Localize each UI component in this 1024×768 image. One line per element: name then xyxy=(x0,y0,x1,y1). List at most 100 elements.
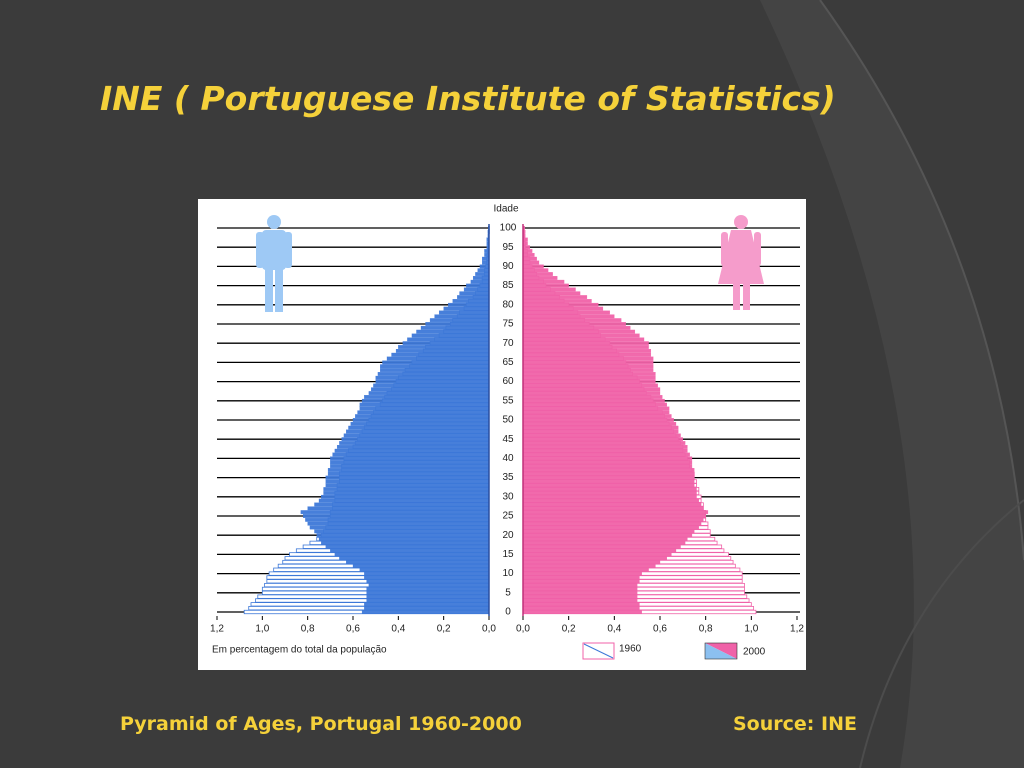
x-tick-label: 1,2 xyxy=(790,624,804,635)
x-tick-label: 0,0 xyxy=(516,624,530,635)
y-tick-label: 15 xyxy=(502,549,514,560)
bar-filled xyxy=(325,544,490,549)
bar-filled xyxy=(522,475,695,480)
bar-filled xyxy=(359,402,490,407)
bar-filled xyxy=(361,610,490,614)
bar-filled xyxy=(334,448,490,453)
y-tick-label: 70 xyxy=(502,338,514,349)
bar-filled xyxy=(522,349,652,353)
bar-filled xyxy=(318,498,490,503)
bar-filled xyxy=(522,387,661,392)
y-tick-label: 65 xyxy=(502,357,514,368)
legend-swatch xyxy=(705,643,737,659)
bar-filled xyxy=(522,310,610,315)
bar-filled xyxy=(364,602,490,607)
legend: 1960 2000 xyxy=(582,642,766,660)
bar-filled xyxy=(325,479,490,484)
y-tick-label: 55 xyxy=(502,395,514,406)
legend-label: 2000 xyxy=(743,647,766,658)
bar-filled xyxy=(425,322,490,326)
bar-filled xyxy=(522,510,709,515)
bar-filled xyxy=(463,287,490,292)
bar-filled xyxy=(321,541,490,545)
bar-filled xyxy=(522,268,549,273)
bar-filled xyxy=(330,464,490,468)
bar-filled xyxy=(522,529,695,534)
bar-filled xyxy=(366,590,490,595)
bar-filled xyxy=(522,333,640,338)
man-icon xyxy=(256,215,292,312)
bar-filled xyxy=(522,395,663,399)
bar-filled xyxy=(368,583,490,587)
x-axis-label: Em percentagem do total da população xyxy=(212,645,387,656)
y-tick-label: 85 xyxy=(502,280,514,291)
bar-filled xyxy=(522,556,668,561)
bar-filled xyxy=(522,283,569,288)
bar-filled xyxy=(522,471,695,476)
bar-filled xyxy=(522,468,695,472)
bar-filled xyxy=(420,325,490,330)
bar-filled xyxy=(522,602,640,607)
bar-filled xyxy=(339,441,490,445)
x-tick-label: 0,2 xyxy=(437,624,451,635)
bar-filled xyxy=(482,256,490,261)
bar-filled xyxy=(522,329,636,334)
x-tick-label: 0,2 xyxy=(562,624,576,635)
bar-filled xyxy=(522,517,704,522)
bar-filled xyxy=(346,429,490,434)
bar-filled xyxy=(479,264,490,269)
x-tick-label: 0,4 xyxy=(391,624,405,635)
bar-filled xyxy=(522,302,599,307)
bar-filled xyxy=(364,575,490,580)
bar-filled xyxy=(325,475,490,480)
bar-filled xyxy=(522,306,604,311)
bar-filled xyxy=(522,272,553,276)
bar-filled xyxy=(522,421,677,426)
bar-filled xyxy=(522,571,642,576)
bar-filled xyxy=(522,245,530,250)
bar-filled xyxy=(361,398,490,403)
bar-filled xyxy=(522,487,697,491)
bar-filled xyxy=(522,594,638,599)
bar-filled xyxy=(330,548,490,553)
bar-filled xyxy=(332,452,490,457)
bar-filled xyxy=(522,433,681,438)
bar-filled xyxy=(330,456,490,461)
y-tick-label: 75 xyxy=(502,319,514,330)
bar-filled xyxy=(522,502,702,507)
bar-filled xyxy=(443,306,490,311)
bar-filled xyxy=(522,498,699,503)
bar-filled xyxy=(448,302,490,307)
bar-filled xyxy=(438,310,490,315)
bar-filled xyxy=(366,594,490,599)
bar-filled xyxy=(522,429,679,434)
x-tick-label: 0,8 xyxy=(301,624,315,635)
bar-filled xyxy=(373,383,490,388)
bar-filled xyxy=(352,564,490,568)
bar-filled xyxy=(522,464,693,468)
bar-filled xyxy=(300,510,490,515)
bar-filled xyxy=(522,341,649,346)
bar-filled xyxy=(522,590,638,595)
x-tick-label: 1,0 xyxy=(744,624,758,635)
bar-filled xyxy=(522,287,576,292)
bar-filled xyxy=(305,517,490,522)
bar-filled xyxy=(522,483,695,488)
bar-filled xyxy=(380,368,490,372)
legend-label: 1960 xyxy=(619,644,642,655)
bar-filled xyxy=(377,372,490,376)
bar-filled xyxy=(330,460,490,465)
bar-filled xyxy=(343,433,490,438)
bar-filled xyxy=(522,279,565,284)
bar-filled xyxy=(522,521,702,526)
x-tick-label: 1,0 xyxy=(255,624,269,635)
y-tick-label: 60 xyxy=(502,376,514,387)
bar-filled xyxy=(522,514,706,518)
bar-filled xyxy=(522,587,638,591)
bar-filled xyxy=(307,506,490,511)
woman-icon xyxy=(718,215,764,310)
bar-filled xyxy=(522,560,661,564)
bar-filled xyxy=(522,295,588,299)
bar-filled xyxy=(429,318,490,323)
